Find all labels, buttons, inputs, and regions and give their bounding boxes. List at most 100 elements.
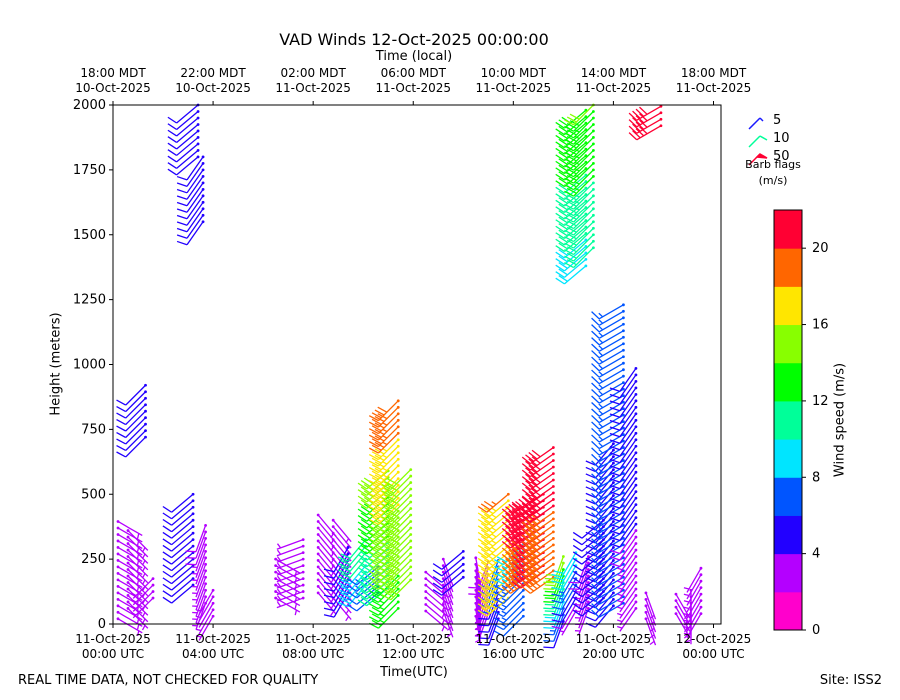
barb-shaft bbox=[195, 603, 207, 630]
barb-full bbox=[566, 207, 577, 214]
barb-shaft bbox=[619, 562, 637, 587]
barb-half bbox=[598, 474, 604, 480]
barb-full bbox=[368, 570, 379, 577]
barb-shaft bbox=[390, 501, 412, 523]
barb-full bbox=[566, 116, 577, 123]
barb-full bbox=[162, 531, 172, 539]
barb-full bbox=[572, 538, 583, 546]
barb-full bbox=[525, 512, 535, 521]
barb-dot bbox=[409, 520, 413, 523]
barb-shaft bbox=[377, 419, 399, 441]
barb-half bbox=[446, 600, 452, 605]
barb-full bbox=[515, 520, 525, 528]
barb-shaft bbox=[176, 130, 199, 150]
colorbar-segment bbox=[774, 439, 802, 478]
barb-full bbox=[323, 614, 335, 618]
barb-full bbox=[564, 249, 574, 256]
x-tick-label-bottom: 11-Oct-2025 bbox=[476, 632, 552, 646]
barb-shaft bbox=[125, 404, 146, 425]
barb-full bbox=[357, 573, 368, 581]
barb-half bbox=[598, 513, 604, 519]
barb-shaft bbox=[619, 510, 637, 535]
barb-dot bbox=[201, 174, 205, 178]
barb-half bbox=[598, 345, 604, 350]
wind-barb bbox=[432, 562, 465, 583]
barb-shaft bbox=[564, 122, 587, 142]
barb-shaft bbox=[390, 514, 412, 536]
wind-barb bbox=[617, 581, 638, 606]
barb-full bbox=[591, 486, 600, 495]
barb-full bbox=[384, 578, 395, 585]
barb-half bbox=[558, 629, 565, 633]
barb-dot bbox=[116, 604, 120, 608]
wind-barb bbox=[131, 596, 155, 619]
barb-dot bbox=[659, 124, 663, 128]
barb-full bbox=[521, 553, 531, 562]
barb-full bbox=[609, 413, 621, 418]
barb-dot bbox=[191, 538, 195, 542]
barb-half bbox=[136, 624, 140, 630]
barb-full bbox=[609, 426, 621, 431]
barb-shaft bbox=[564, 129, 587, 149]
barb-full bbox=[167, 168, 177, 176]
wind-barb bbox=[167, 116, 200, 137]
barb-full bbox=[381, 529, 392, 536]
barb-half bbox=[598, 351, 604, 357]
barb-dot bbox=[634, 379, 638, 383]
wind-barb bbox=[591, 348, 625, 365]
barb-dot bbox=[126, 600, 130, 604]
barb-full bbox=[521, 515, 531, 523]
barb-shaft bbox=[619, 569, 637, 593]
barb-full bbox=[360, 570, 371, 578]
wind-barb bbox=[167, 142, 200, 163]
barb-dot bbox=[674, 592, 678, 596]
barb-shaft bbox=[598, 304, 624, 320]
barb-half bbox=[649, 634, 655, 639]
barb-full bbox=[525, 551, 535, 560]
wind-barb bbox=[609, 405, 638, 431]
barb-full bbox=[162, 564, 172, 572]
barb-dot bbox=[301, 583, 305, 587]
barb-full bbox=[371, 561, 382, 568]
barb-shaft bbox=[125, 384, 146, 406]
barb-shaft bbox=[561, 591, 577, 617]
barb-full bbox=[511, 501, 521, 510]
wind-barb bbox=[116, 383, 147, 406]
barb-half bbox=[598, 494, 604, 499]
wind-barb bbox=[195, 588, 215, 615]
barb-dot bbox=[396, 561, 400, 565]
barb-full bbox=[585, 577, 596, 583]
wind-barb bbox=[683, 586, 703, 613]
barb-full bbox=[591, 512, 600, 521]
barb-full bbox=[176, 188, 188, 194]
barb-dot bbox=[424, 603, 428, 606]
barb-full bbox=[585, 525, 596, 531]
barb-full bbox=[555, 219, 565, 227]
barb-half bbox=[195, 628, 202, 632]
barb-full bbox=[558, 249, 568, 256]
barb-shaft bbox=[598, 382, 624, 398]
barb-dot bbox=[396, 399, 400, 403]
barb-full bbox=[371, 542, 382, 549]
wind-barb bbox=[617, 607, 638, 632]
barb-shaft bbox=[619, 419, 637, 444]
barb-full bbox=[371, 431, 382, 438]
colorbar-segment bbox=[774, 591, 802, 631]
barb-shaft bbox=[195, 544, 207, 572]
barb-shaft bbox=[598, 570, 624, 586]
barb-full bbox=[381, 548, 392, 555]
barb-shaft bbox=[442, 584, 454, 612]
barb-full bbox=[357, 599, 368, 607]
barb-half bbox=[475, 580, 481, 585]
wind-barb bbox=[591, 588, 625, 605]
barb-full bbox=[609, 543, 621, 548]
barb-shaft bbox=[347, 539, 367, 562]
barb-half bbox=[598, 533, 604, 538]
barb-dot bbox=[551, 536, 555, 540]
barb-dot bbox=[126, 587, 130, 591]
barb-half bbox=[446, 613, 452, 618]
barb-dot bbox=[612, 526, 615, 530]
barb-shaft bbox=[619, 523, 637, 548]
barb-full bbox=[585, 518, 596, 525]
barb-dot bbox=[116, 526, 120, 530]
